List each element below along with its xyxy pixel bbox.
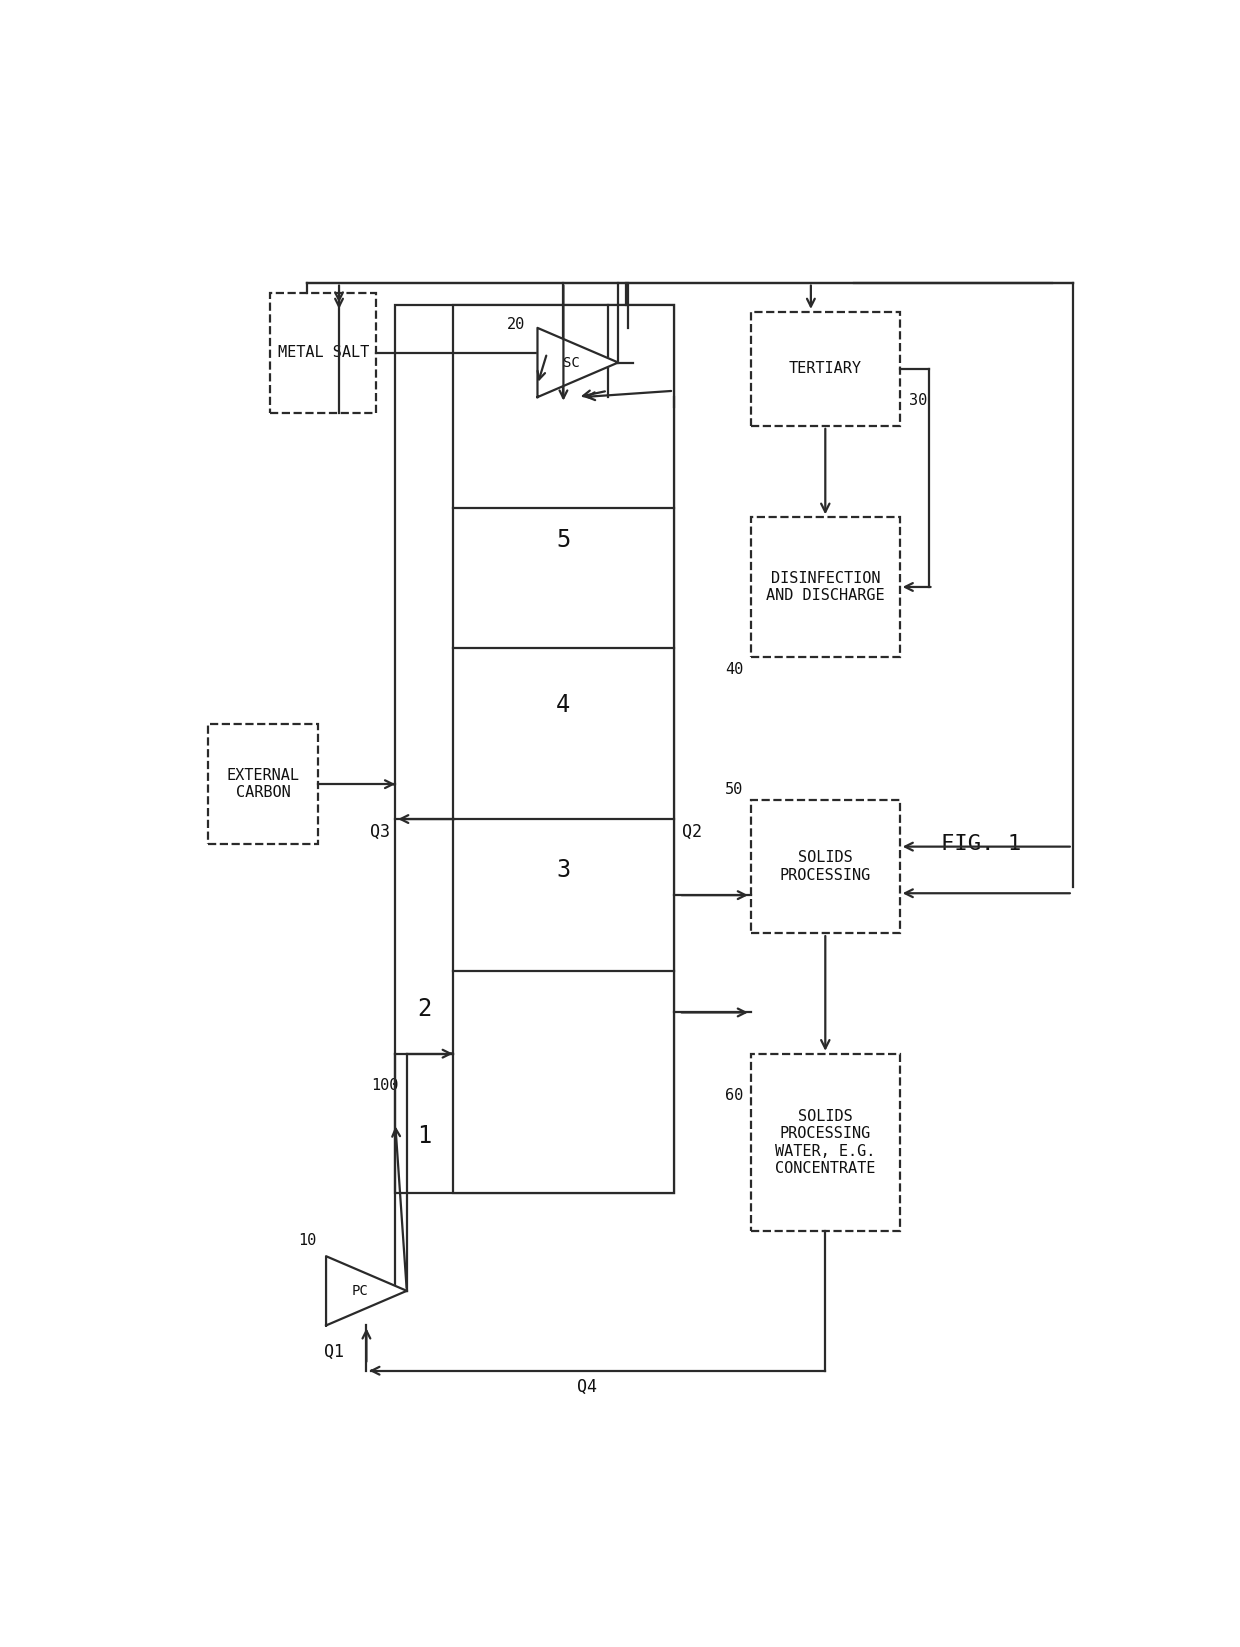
Text: Q4: Q4	[578, 1379, 598, 1397]
Bar	[453, 305, 675, 1192]
Text: SC: SC	[563, 356, 580, 369]
Text: 3: 3	[557, 858, 570, 881]
Text: 20: 20	[507, 316, 525, 333]
Text: SOLIDS
PROCESSING: SOLIDS PROCESSING	[780, 850, 870, 883]
Bar	[208, 725, 319, 845]
Text: EXTERNAL
CARBON: EXTERNAL CARBON	[227, 768, 300, 800]
Text: 60: 60	[725, 1089, 743, 1103]
Bar	[270, 293, 376, 413]
Bar	[751, 800, 900, 934]
Bar	[751, 1054, 900, 1232]
Text: 10: 10	[298, 1232, 316, 1247]
Text: Q1: Q1	[324, 1342, 343, 1360]
Bar	[751, 517, 900, 657]
Text: SOLIDS
PROCESSING
WATER, E.G.
CONCENTRATE: SOLIDS PROCESSING WATER, E.G. CONCENTRAT…	[775, 1108, 875, 1176]
Text: 4: 4	[557, 693, 570, 716]
Text: 30: 30	[909, 394, 928, 408]
Text: 50: 50	[725, 782, 743, 797]
Text: 2: 2	[417, 998, 432, 1021]
Text: 5: 5	[557, 529, 570, 552]
Bar	[751, 311, 900, 427]
Bar	[396, 305, 675, 1192]
Polygon shape	[537, 328, 619, 397]
Text: DISINFECTION
AND DISCHARGE: DISINFECTION AND DISCHARGE	[766, 572, 884, 603]
Text: TERTIARY: TERTIARY	[789, 361, 862, 377]
Text: FIG. 1: FIG. 1	[941, 835, 1022, 855]
Text: PC: PC	[352, 1283, 368, 1298]
Text: 100: 100	[371, 1077, 398, 1094]
Text: 1: 1	[417, 1125, 432, 1148]
Text: 40: 40	[725, 662, 743, 677]
Text: Q2: Q2	[682, 824, 702, 840]
Polygon shape	[326, 1257, 407, 1326]
Text: METAL SALT: METAL SALT	[278, 346, 368, 361]
Text: Q3: Q3	[371, 824, 391, 840]
